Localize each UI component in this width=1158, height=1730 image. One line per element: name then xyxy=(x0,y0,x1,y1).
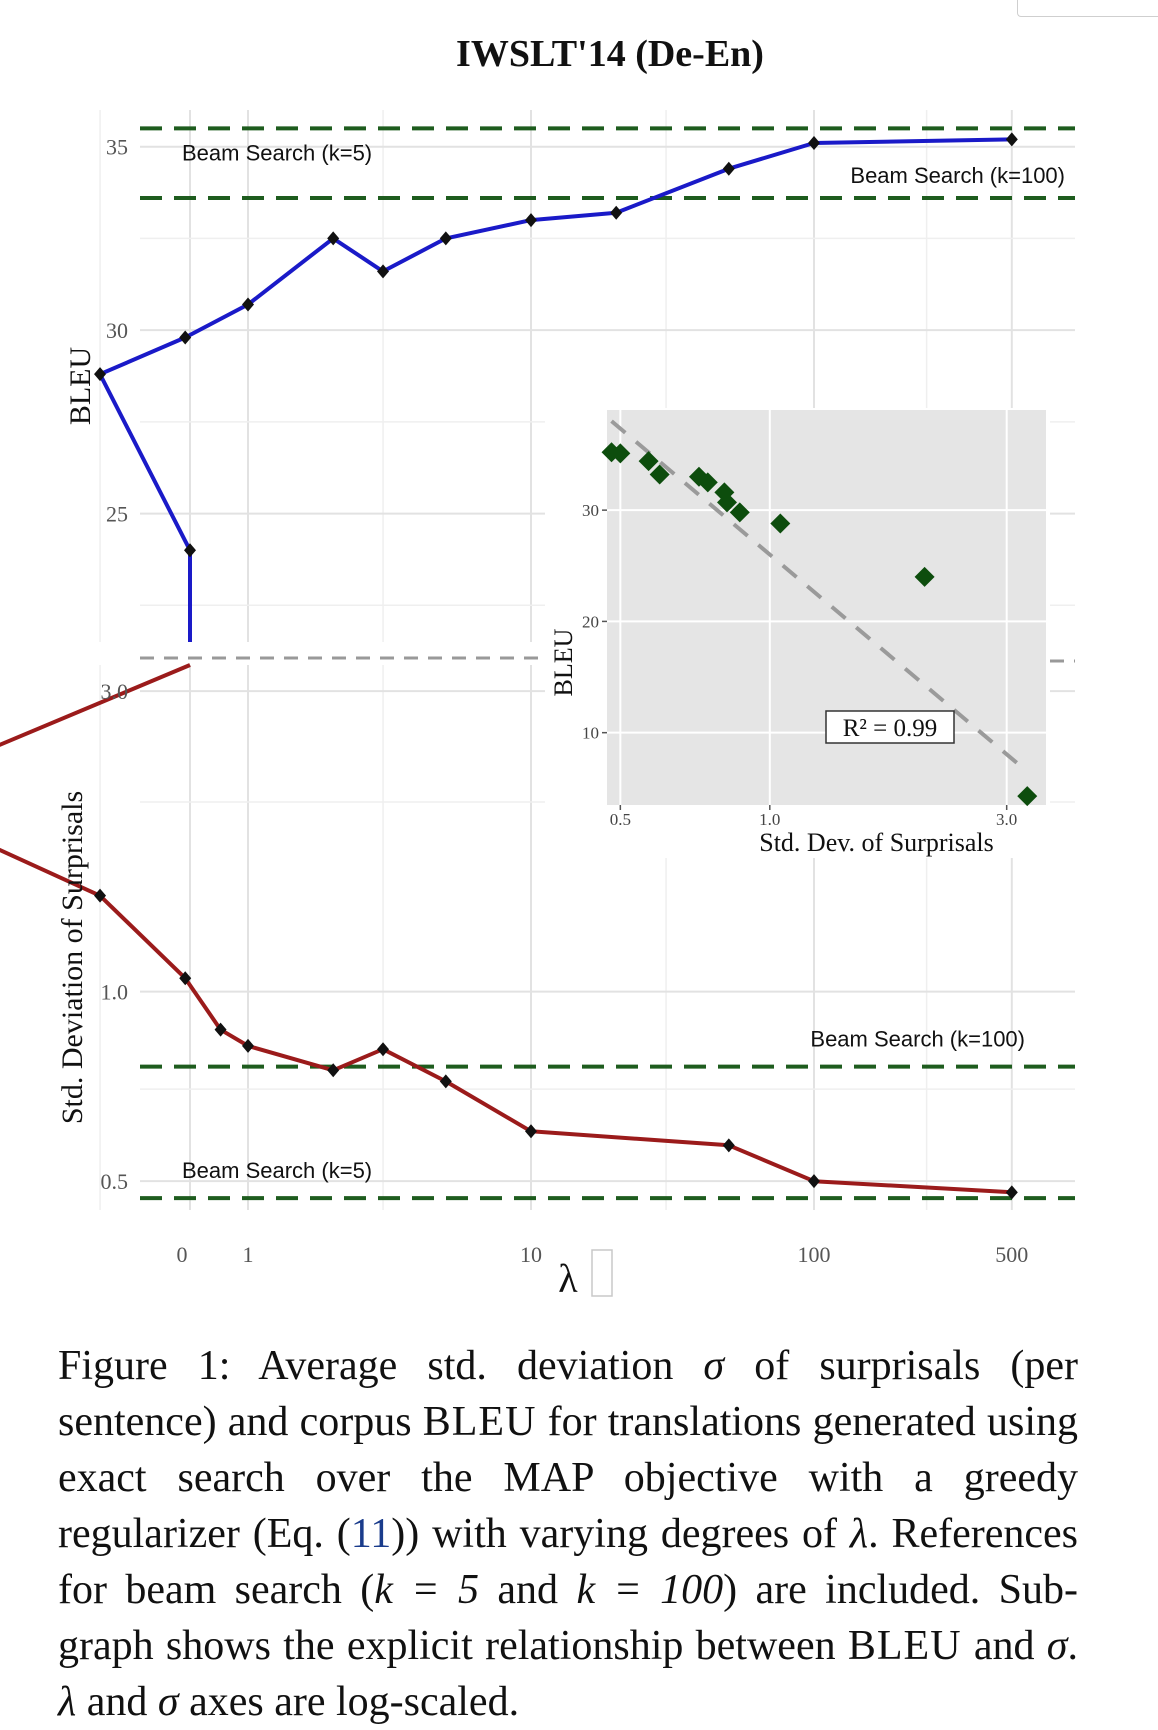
bottom-series-point xyxy=(1005,1185,1018,1200)
r-squared-label: R² = 0.99 xyxy=(843,715,938,742)
top-series-point xyxy=(184,543,196,558)
top-y-tick-label: 25 xyxy=(106,502,128,527)
inset-x-axis-label: Std. Dev. of Surprisals xyxy=(759,828,993,857)
top-series-line xyxy=(98,137,1012,552)
reference-label-bottom-0: Beam Search (k=100) xyxy=(810,1027,1025,1052)
top-series-point xyxy=(179,330,192,345)
bottom-series-point xyxy=(722,1138,735,1153)
bottom-series-point xyxy=(94,888,107,903)
x-tick-label: 0 xyxy=(177,1242,188,1267)
bottom-y-tick-label: 0.5 xyxy=(101,1169,129,1194)
axis-labels: 25 30 35 0.5 1.0 3.0 0 1 10 100 500 BLEU Std. Deviat… xyxy=(56,135,1075,1267)
caption-label: Figure 1: xyxy=(58,1343,231,1389)
inset-x-tick-label: 1.0 xyxy=(759,810,780,829)
equation-ref-link[interactable]: 11 xyxy=(350,1511,392,1557)
inset-y-tick-label: 20 xyxy=(582,612,599,631)
inset-x-tick-label: 0.5 xyxy=(610,810,631,829)
caption-k100: k = 100 xyxy=(576,1567,724,1613)
page-corner-widget xyxy=(1017,0,1158,17)
caption-lambda: λ xyxy=(849,1511,869,1557)
inset-y-tick-label: 10 xyxy=(582,724,599,743)
caption-text: )) with varying degrees of xyxy=(391,1511,837,1557)
x-tick-label: 100 xyxy=(798,1242,831,1267)
caption-text: for translations generated using exact s… xyxy=(58,1399,1078,1557)
top-series-point xyxy=(610,205,623,220)
bottom-series-point xyxy=(377,1042,390,1057)
inset-point xyxy=(649,464,670,485)
caption-text: ) are included. Sub-graph shows the expl… xyxy=(58,1567,1079,1669)
caption-text: and xyxy=(497,1567,559,1613)
reference-label-bottom-1: Beam Search (k=5) xyxy=(182,1158,372,1183)
top-series-point xyxy=(327,231,340,246)
caption-k5: k = 5 xyxy=(374,1567,480,1613)
top-y-tick-label: 30 xyxy=(106,318,128,343)
bottom-y-tick-label: 3.0 xyxy=(101,679,129,704)
bottom-series-point xyxy=(808,1174,820,1189)
top-series-point xyxy=(94,367,107,382)
caption-text: and xyxy=(973,1623,1035,1669)
lambda-label-box xyxy=(591,1249,613,1297)
top-series-point xyxy=(377,264,390,279)
caption-bleu: BLEU xyxy=(422,1399,537,1445)
x-tick-label: 10 xyxy=(520,1242,542,1267)
top-series-point xyxy=(242,297,254,312)
top-series-point xyxy=(808,136,820,151)
caption-text: . References for beam search ( xyxy=(58,1511,1079,1613)
inset-point xyxy=(610,443,631,464)
x-axis-label: λ xyxy=(558,1256,578,1301)
caption-sigma: σ xyxy=(703,1343,725,1389)
inset-plot-area xyxy=(607,410,1046,805)
bottom-y-axis-label: Std. Deviation of Surprisals xyxy=(56,791,89,1124)
inset-fit-line xyxy=(610,419,1029,774)
reference-label-top-0: Beam Search (k=5) xyxy=(182,140,372,165)
figure-chart: Beam Search (k=5) Beam Search (k=100) Beam… xyxy=(0,33,1075,1301)
caption-text: axes are log-scaled. xyxy=(189,1679,520,1725)
inset-point xyxy=(638,451,659,472)
figure-caption: Figure 1: Average std. deviation σ of su… xyxy=(58,1338,1078,1730)
bottom-series-point xyxy=(242,1038,254,1053)
top-series-point xyxy=(525,213,537,228)
caption-sigma: σ xyxy=(157,1679,179,1725)
inset-point xyxy=(1017,786,1038,807)
inset-point xyxy=(770,513,791,534)
bottom-y-tick-label: 1.0 xyxy=(101,980,129,1005)
caption-text: Average std. deviation xyxy=(258,1343,674,1389)
top-y-tick-label: 35 xyxy=(106,135,128,160)
series-markers xyxy=(94,132,1018,1200)
caption-text: and xyxy=(86,1679,148,1725)
bottom-series-point xyxy=(327,1063,340,1078)
top-series-point xyxy=(722,161,735,176)
chart-title: IWSLT'14 (De-En) xyxy=(456,33,764,75)
x-tick-label: 500 xyxy=(995,1242,1028,1267)
inset-point xyxy=(717,492,738,513)
caption-text: of surprisals (per sentence) and corpus xyxy=(58,1343,1079,1445)
inset-point xyxy=(914,566,935,587)
inset-y-axis-label: BLEU xyxy=(549,628,578,696)
inset-point xyxy=(729,502,750,523)
bottom-series-point xyxy=(179,971,192,986)
caption-text: . xyxy=(1067,1623,1079,1669)
r-squared-box xyxy=(825,710,955,744)
top-series-point xyxy=(439,231,452,246)
x-tick-label: 1 xyxy=(243,1242,254,1267)
bottom-series-point xyxy=(439,1074,452,1089)
caption-lambda: λ xyxy=(58,1679,77,1725)
inset-y-tick-label: 30 xyxy=(582,501,599,520)
reference-label-top-1: Beam Search (k=100) xyxy=(850,163,1065,188)
bottom-series-point xyxy=(525,1124,537,1139)
inset-point xyxy=(697,472,718,493)
inset-x-tick-label: 3.0 xyxy=(996,810,1017,829)
reference-lines: Beam Search (k=5) Beam Search (k=100) Beam… xyxy=(140,126,1075,1201)
caption-sigma: σ xyxy=(1046,1623,1068,1669)
top-series-point xyxy=(1005,132,1018,147)
caption-bleu: BLEU xyxy=(847,1623,962,1669)
bottom-series-point xyxy=(214,1022,227,1037)
top-y-axis-label: BLEU xyxy=(64,347,97,426)
